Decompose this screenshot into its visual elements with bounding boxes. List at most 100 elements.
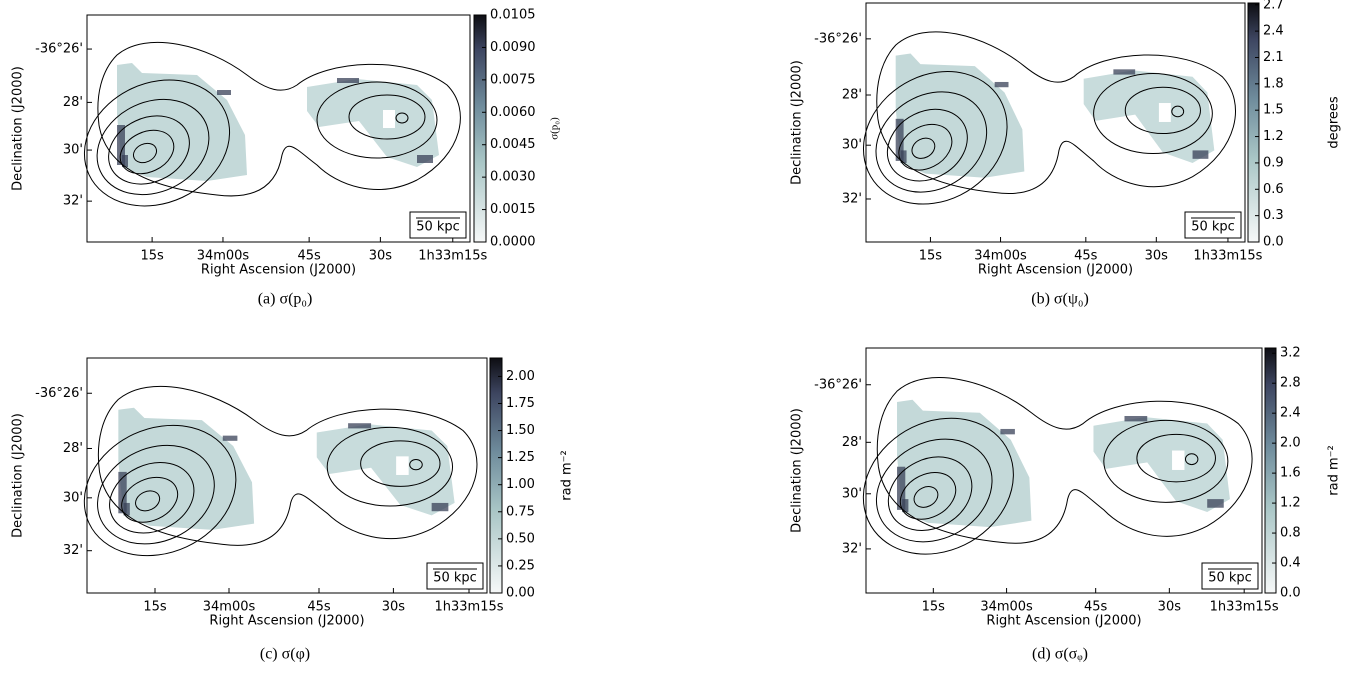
colorbar-tick-label: 1.6 (1280, 466, 1301, 481)
x-tick-label: 45s (1074, 249, 1098, 264)
y-tick-label: 28' (63, 95, 83, 110)
noise-patch (431, 502, 449, 512)
plot-frame (865, 2, 1246, 243)
y-axis-label: Declination (J2000) (790, 60, 805, 185)
contour (81, 82, 224, 213)
map (63, 386, 477, 579)
contour (410, 459, 423, 469)
x-tick-label: 15s (922, 600, 946, 615)
y-tick-label: 32' (63, 194, 83, 209)
outer-contour (877, 378, 1252, 544)
noise-patch (895, 118, 904, 161)
noise-patch (117, 125, 125, 165)
caption: (c) σ(φ) (260, 646, 310, 663)
colorbar-label: σ(p₀) (549, 117, 561, 140)
noise-patch (900, 150, 907, 164)
colorbar-tick-label: 2.00 (506, 369, 535, 384)
y-tick-label: -36°26' (814, 31, 862, 46)
y-tick-label: 32' (842, 541, 862, 556)
colorbar-tick-label: 0.0030 (490, 170, 536, 185)
x-tick-label: 34m00s (197, 249, 250, 264)
contour (1137, 434, 1216, 481)
contour (842, 393, 1035, 579)
contour (349, 95, 425, 139)
scalebar-box (1184, 211, 1242, 239)
colorbar-tick-label: 2.4 (1263, 24, 1284, 39)
map (842, 378, 1252, 580)
colorbar-tick-label: 0.0 (1280, 586, 1301, 601)
x-tick-label: 34m00s (974, 249, 1027, 264)
noise-patch (1113, 69, 1136, 75)
colorbar-tick-label: 0.3 (1263, 208, 1284, 223)
contour (113, 122, 181, 182)
noise-patch (417, 155, 433, 163)
colorbar-tick-label: 1.5 (1263, 103, 1284, 118)
colorbar-tick-label: 0.0060 (490, 105, 536, 120)
hole (1172, 450, 1185, 470)
colorbar-label: degrees (1327, 96, 1342, 149)
outer-contour (877, 32, 1236, 194)
contour (909, 134, 938, 162)
contour (893, 464, 963, 529)
y-tick-label: 30' (63, 143, 83, 158)
caption: (d) σ(σᵩ) (1032, 646, 1088, 663)
contour (327, 427, 452, 506)
contour (877, 443, 984, 544)
colorbar-tick-label: 0.9 (1263, 155, 1284, 170)
x-tick-label: 30s (1145, 249, 1169, 264)
colorbar-tick-label: 0.0090 (490, 40, 536, 55)
contour (64, 57, 251, 229)
outer-contour (98, 386, 477, 545)
colorbar-tick-label: 1.25 (506, 450, 535, 465)
x-tick-label: 30s (369, 249, 393, 264)
hole (396, 456, 409, 475)
y-tick-label: 30' (842, 138, 862, 153)
colorbar-tick-label: 2.4 (1280, 406, 1301, 421)
right-lobe (1083, 70, 1215, 164)
scalebar-label: 50 kpc (416, 220, 460, 235)
contour (114, 469, 185, 531)
noise-patch (1124, 415, 1148, 422)
contour (1185, 454, 1197, 465)
colorbar-tick-label: 0.8 (1280, 526, 1301, 541)
y-tick-label: 32' (63, 543, 83, 558)
plot-frame (865, 347, 1263, 594)
noise-patch (897, 466, 906, 510)
noise-patch (222, 435, 238, 441)
x-tick-label: 1h33m15s (1210, 600, 1279, 615)
panel: 15s 34m00s 45s 30s 1h33m15s -36°26' 28' 30' 32' R… (790, 0, 1342, 308)
noise-patch (348, 423, 372, 429)
colorbar-tick-label: 0.00 (506, 586, 535, 601)
x-axis-label: Right Ascension (J2000) (986, 614, 1141, 629)
noise-patch (994, 81, 1009, 88)
colorbar-tick-label: 1.00 (506, 477, 535, 492)
colorbar-tick-label: 2.1 (1263, 50, 1284, 65)
x-axis-label: Right Ascension (J2000) (209, 614, 364, 629)
right-lobe (307, 79, 439, 167)
contour (1094, 74, 1213, 154)
x-tick-label: 15s (919, 249, 943, 264)
contour (843, 47, 1028, 228)
noise-patch (1192, 150, 1209, 159)
colorbar-tick-label: 0.0105 (490, 8, 536, 23)
colorbar-tick-label: 0.0015 (490, 202, 536, 217)
left-lobe (117, 63, 247, 181)
x-tick-label: 34m00s (980, 600, 1033, 615)
colorbar (489, 357, 503, 594)
x-tick-label: 30s (382, 600, 406, 615)
panel: 15s 34m00s 45s 30s 1h33m15s -36°26' 28' 30' 32' R… (11, 8, 561, 308)
colorbar-tick-label: 1.2 (1263, 129, 1284, 144)
contour (63, 401, 258, 579)
caption: (b) σ(ψ₀) (1031, 291, 1089, 308)
caption: (a) σ(p₀) (258, 291, 313, 308)
x-tick-label: 1h33m15s (434, 600, 503, 615)
right-lobe (1093, 417, 1230, 513)
contour (911, 483, 941, 512)
panel: 15s 34m00s 45s 30s 1h33m15s -36°26' 28' 30' 32' R… (790, 346, 1342, 663)
y-tick-label: 30' (63, 490, 83, 505)
x-tick-label: 15s (140, 249, 164, 264)
contour (97, 103, 200, 197)
left-lobe (118, 407, 255, 530)
y-axis-label: Declination (J2000) (790, 408, 805, 533)
